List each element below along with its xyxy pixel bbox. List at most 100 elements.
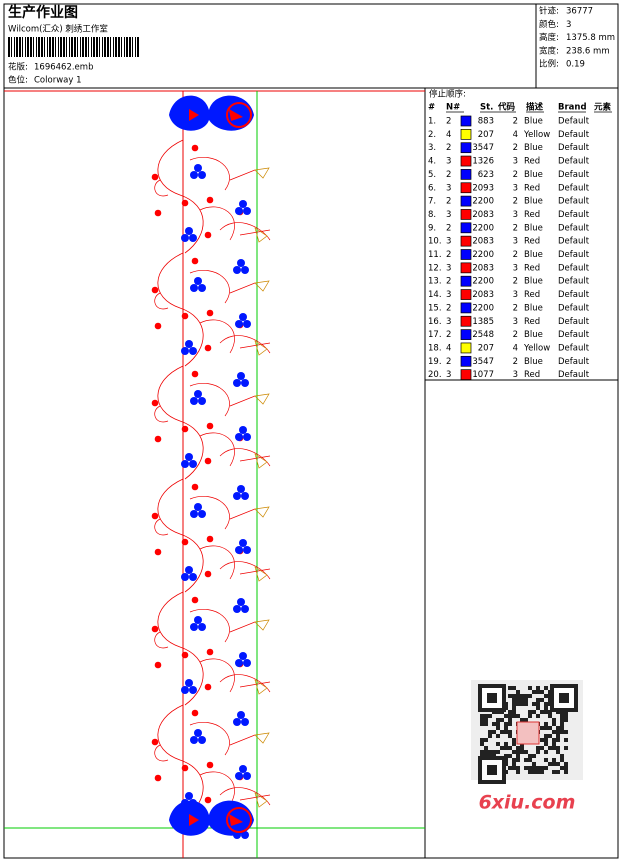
red-dot: [204, 796, 212, 804]
qr-cell: [540, 766, 544, 770]
color-swatch: [460, 302, 472, 314]
needle: 3: [446, 290, 451, 300]
leaf: [254, 280, 270, 356]
qr-cell: [480, 722, 484, 726]
bar-stripe: [16, 37, 18, 57]
qr-cell: [496, 722, 500, 726]
qr-cell: [520, 746, 524, 750]
bar-stripe: [27, 37, 29, 57]
colorway: Colorway 1: [34, 76, 82, 86]
stitches: 2200: [472, 303, 494, 313]
blue-motif: [235, 433, 243, 441]
column-header: 元素: [594, 102, 612, 113]
qr-cell: [544, 742, 548, 746]
qr-cell: [524, 718, 528, 722]
blue-motif: [241, 266, 249, 274]
code: 2: [513, 357, 518, 367]
needle: 3: [446, 210, 451, 220]
qr-cell: [484, 738, 488, 742]
blue-motif: [239, 426, 247, 434]
blue-motif: [241, 718, 249, 726]
blue-motif: [241, 605, 249, 613]
red-dot: [151, 512, 159, 520]
row-index: 12.: [428, 263, 442, 273]
description: Red: [524, 157, 540, 167]
qr-cell: [548, 714, 552, 718]
qr-finder: [487, 693, 497, 703]
qr-cell: [492, 750, 496, 754]
color-swatch: [460, 142, 472, 154]
blue-motif: [243, 659, 251, 667]
row-index: 14.: [428, 290, 442, 300]
bar-stripe: [104, 37, 106, 57]
qr-cell: [544, 706, 548, 710]
qr-cell: [512, 766, 516, 770]
needle: 3: [446, 317, 451, 327]
leaf: [254, 393, 270, 469]
color-swatch: [460, 369, 472, 380]
blue-motif: [239, 313, 247, 321]
stitches: 623: [478, 170, 494, 180]
qr-cell: [496, 726, 500, 730]
qr-cell: [556, 770, 560, 774]
info-value: 0.19: [566, 60, 585, 70]
bar-stripe: [85, 37, 87, 57]
qr-cell: [564, 746, 568, 750]
stitches: 3547: [472, 357, 494, 367]
row-index: 11.: [428, 250, 442, 260]
qr-cell: [480, 742, 484, 746]
color-swatch: [460, 289, 472, 300]
bar-stripe: [33, 37, 34, 57]
red-dot: [154, 209, 162, 217]
red-dot: [154, 322, 162, 330]
qr-cell: [492, 722, 496, 726]
column-header: N#: [446, 103, 460, 113]
qr-cell: [540, 710, 544, 714]
blue-motif: [181, 347, 189, 355]
qr-cell: [564, 770, 568, 774]
qr-cell: [512, 706, 516, 710]
qr-cell: [560, 766, 564, 770]
needle: 2: [446, 303, 451, 313]
brand: Default: [558, 290, 590, 300]
color-swatch: [460, 195, 472, 207]
qr-cell: [540, 690, 544, 694]
code: 3: [513, 370, 518, 380]
bar-stripe: [38, 37, 40, 57]
qr-cell: [552, 730, 556, 734]
red-dot: [206, 196, 214, 204]
needle: 2: [446, 223, 451, 233]
bar-stripe: [36, 37, 37, 57]
qr-cell: [564, 766, 568, 770]
row-index: 2.: [428, 130, 436, 140]
color-swatch: [460, 275, 472, 287]
vine: [154, 496, 271, 580]
stitches: 2200: [472, 223, 494, 233]
qr-cell: [564, 738, 568, 742]
description: Blue: [524, 357, 543, 367]
description: Red: [524, 290, 540, 300]
bar-stripe: [30, 37, 32, 57]
column-header: St.: [480, 103, 493, 113]
qr-cell: [512, 750, 516, 754]
red-dot: [154, 548, 162, 556]
brand: Default: [558, 130, 590, 140]
blue-motif: [233, 605, 241, 613]
blue-motif: [235, 320, 243, 328]
bar-stripe: [41, 37, 43, 57]
blue-motif: [190, 623, 198, 631]
qr-cell: [504, 746, 508, 750]
blue-motif: [239, 652, 247, 660]
code: 4: [513, 130, 518, 140]
row-index: 6.: [428, 183, 436, 193]
brand: Default: [558, 117, 590, 127]
qr-cell: [480, 750, 484, 754]
qr-cell: [536, 770, 540, 774]
brand: Default: [558, 317, 590, 327]
qr-cell: [564, 714, 568, 718]
qr-cell: [512, 742, 516, 746]
qr-cell: [564, 730, 568, 734]
ornament-flower: [189, 109, 243, 121]
qr-finder: [559, 693, 569, 703]
